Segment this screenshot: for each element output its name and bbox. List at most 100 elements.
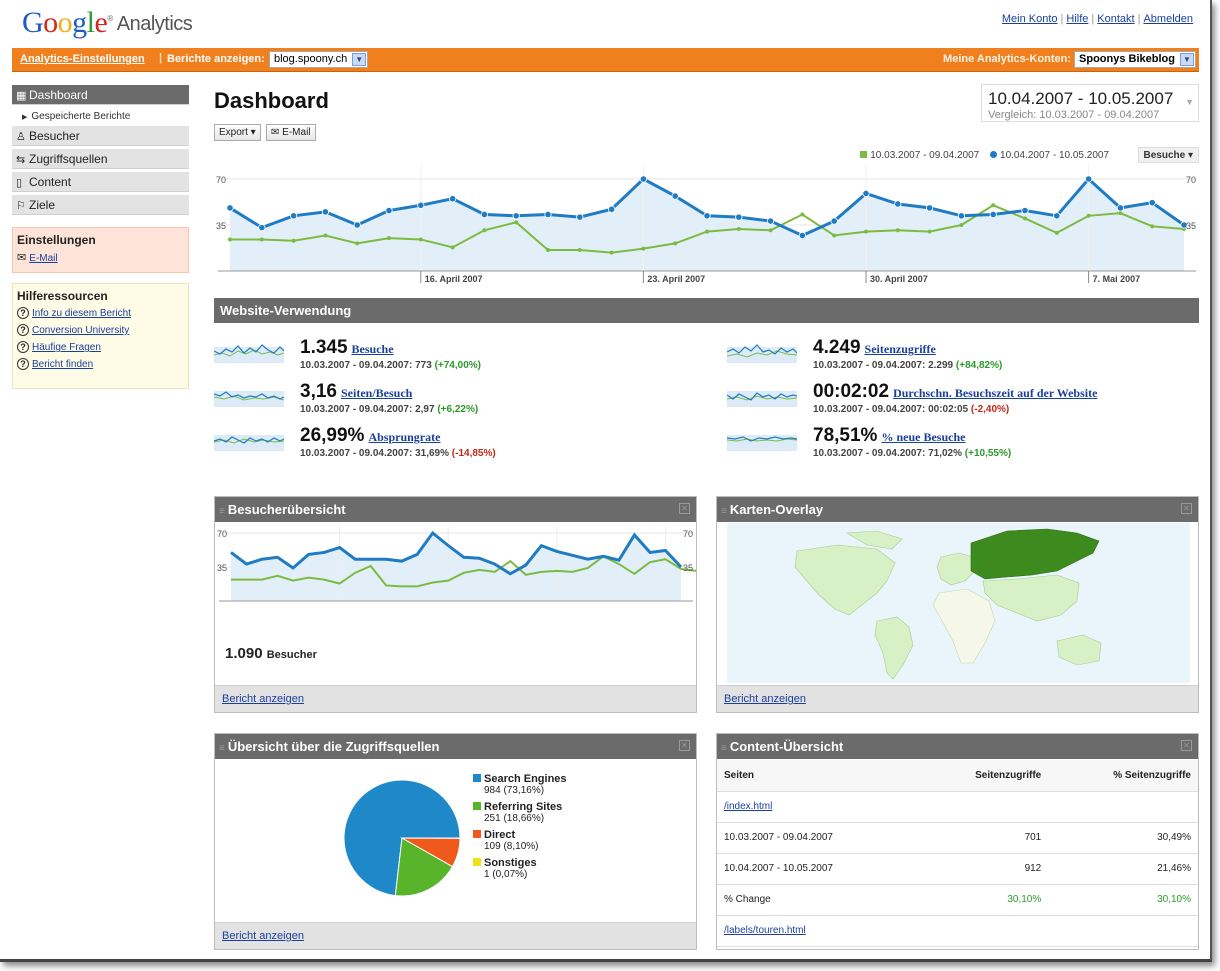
sparkline-avg-time[interactable] xyxy=(727,385,797,407)
widget-header[interactable]: ≡ Übersicht über die Zugriffsquellen ✕ xyxy=(215,734,696,759)
region-asia[interactable] xyxy=(982,574,1080,622)
data-point-current xyxy=(639,175,647,183)
region-australia[interactable] xyxy=(1056,634,1102,666)
page-icon: ▯ xyxy=(16,177,23,189)
site-select[interactable]: blog.spoony.ch ▼ xyxy=(269,51,369,68)
region-greenland[interactable] xyxy=(846,530,903,550)
grip-icon[interactable]: ≡ xyxy=(721,743,727,754)
email-settings-link[interactable]: E-Mail xyxy=(29,253,58,264)
metric-visits: 1.345 Besuche 10.03.2007 - 09.04.2007: 77… xyxy=(214,335,684,377)
world-map[interactable] xyxy=(727,523,1190,683)
data-point-current xyxy=(703,212,711,220)
region-africa[interactable] xyxy=(932,588,996,664)
metric-pages-per-visit: 3,16 Seiten/Besuch 10.03.2007 - 09.04.200… xyxy=(214,379,684,421)
widget-footer: Bericht anzeigen xyxy=(717,685,1198,712)
data-point-previous xyxy=(1023,216,1027,221)
close-icon[interactable]: ✕ xyxy=(679,503,690,514)
data-point-previous xyxy=(577,247,582,252)
avg-time-link[interactable]: Durchschn. Besuchszeit auf der Website xyxy=(893,386,1098,400)
data-point-current xyxy=(1084,175,1093,183)
my-account-link[interactable]: Mein Konto xyxy=(1001,13,1058,25)
help-link[interactable]: Hilfe xyxy=(1066,13,1089,25)
y-tick-label-right: 35 xyxy=(1186,221,1196,231)
data-point-current xyxy=(1148,199,1156,207)
region-north-america[interactable] xyxy=(794,544,896,616)
export-button[interactable]: Export ▾ xyxy=(214,124,261,141)
grip-icon[interactable]: ≡ xyxy=(219,506,225,517)
new-visits-link[interactable]: % neue Besuche xyxy=(881,430,966,444)
grip-icon[interactable]: ≡ xyxy=(219,743,225,754)
data-point-current xyxy=(385,206,393,215)
data-point-previous xyxy=(514,220,519,225)
data-point-previous xyxy=(1054,230,1059,235)
bounce-rate-link[interactable]: Absprungrate xyxy=(368,430,441,444)
visits-line-chart: 70 70 35 35 16. April 2007 23. April 2007 30. … xyxy=(216,165,1196,284)
page-link[interactable]: /index.html xyxy=(724,801,773,812)
pageviews-link[interactable]: Seitenzugriffe xyxy=(864,342,936,356)
region-south-america[interactable] xyxy=(874,616,914,680)
y-tick-label-right: 35 xyxy=(683,563,693,573)
help-link-faq[interactable]: Häufige Fragen xyxy=(32,342,101,353)
help-link-conversion-university[interactable]: Conversion University xyxy=(32,325,130,336)
sparkline-pages-per-visit[interactable] xyxy=(214,385,284,407)
view-report-link[interactable]: Bericht anzeigen xyxy=(222,930,304,942)
page-link[interactable]: /labels/touren.html xyxy=(724,925,806,936)
data-point-previous xyxy=(482,228,487,233)
date-range-picker[interactable]: 10.04.2007 - 10.05.2007 Vergleich: 10.03… xyxy=(981,84,1199,122)
data-point-current xyxy=(480,210,488,219)
account-select[interactable]: Spoonys Bikeblog ▼ xyxy=(1074,51,1196,68)
widget-footer: Bericht anzeigen xyxy=(215,922,696,949)
help-link-find-report[interactable]: Bericht finden xyxy=(32,359,94,370)
analytics-settings-link[interactable]: Analytics-Einstellungen xyxy=(20,53,145,65)
pie-legend: Search Engines 984 (73,16%) Referring Sit… xyxy=(473,773,567,885)
metric-select-button[interactable]: Besuche ▾ xyxy=(1137,147,1199,163)
data-point-previous xyxy=(546,247,550,252)
chevron-down-icon: ▼ xyxy=(1185,97,1194,107)
region-russia[interactable] xyxy=(970,528,1100,580)
triangle-right-icon: ▶ xyxy=(22,114,28,121)
sparkline-pageviews[interactable] xyxy=(727,341,797,363)
website-usage-header: Website-Verwendung xyxy=(214,298,1199,323)
data-point-current xyxy=(1116,204,1125,212)
widget-header[interactable]: ≡ Besucherübersicht ✕ xyxy=(215,497,696,522)
visits-link[interactable]: Besuche xyxy=(351,342,394,356)
series-line-previous xyxy=(231,555,696,588)
help-link-report-info[interactable]: Info zu diesem Bericht xyxy=(32,308,131,319)
sparkline-bounce-rate[interactable] xyxy=(214,429,284,451)
view-report-link[interactable]: Bericht anzeigen xyxy=(222,693,304,705)
close-icon[interactable]: ✕ xyxy=(1181,740,1192,751)
envelope-icon: ✉ xyxy=(17,252,27,264)
sparkline-visits[interactable] xyxy=(214,341,284,363)
widget-header[interactable]: ≡ Content-Übersicht ✕ xyxy=(717,734,1198,759)
table-row: /labels/touren.html xyxy=(717,915,1198,947)
widget-header[interactable]: ≡ Karten-Overlay ✕ xyxy=(717,497,1198,522)
pages-per-visit-link[interactable]: Seiten/Besuch xyxy=(340,386,413,400)
grip-icon[interactable]: ≡ xyxy=(721,506,727,517)
visitors-line-chart: 70 70 35 35 xyxy=(217,527,696,602)
sidebar-item-visitors[interactable]: ♙ Besucher xyxy=(12,126,189,146)
sidebar-item-content[interactable]: ▯ Content xyxy=(12,172,189,192)
email-button[interactable]: ✉ E-Mail xyxy=(266,124,316,141)
data-point-previous xyxy=(705,229,709,234)
sidebar-item-traffic-sources[interactable]: ⇆ Zugriffsquellen xyxy=(12,149,189,169)
contact-link[interactable]: Kontakt xyxy=(1097,13,1135,25)
data-point-previous xyxy=(768,228,773,233)
data-point-current xyxy=(798,231,807,240)
region-europe[interactable] xyxy=(936,552,976,586)
data-point-previous xyxy=(609,250,614,255)
sparkline-new-visits[interactable] xyxy=(727,429,797,451)
data-point-current xyxy=(321,208,330,216)
saved-reports-link[interactable]: ▶ Gespeicherte Berichte xyxy=(22,111,131,122)
data-point-current xyxy=(290,212,298,220)
sidebar-item-goals[interactable]: ⚐ Ziele xyxy=(12,195,189,215)
compare-range: Vergleich: 10.03.2007 - 09.04.2007 xyxy=(988,109,1160,121)
sidebar-item-dashboard[interactable]: ▦ Dashboard xyxy=(12,85,189,105)
view-report-link[interactable]: Bericht anzeigen xyxy=(724,693,806,705)
google-analytics-logo[interactable]: Google® Analytics xyxy=(22,6,193,39)
close-icon[interactable]: ✕ xyxy=(679,740,690,751)
logout-link[interactable]: Abmelden xyxy=(1143,13,1193,25)
table-header-row: Seiten Seitenzugriffe % Seitenzugriffe xyxy=(717,760,1198,792)
metric-bounce-rate: 26,99% Absprungrate 10.03.2007 - 09.04.20… xyxy=(214,423,684,465)
close-icon[interactable]: ✕ xyxy=(1181,503,1192,514)
